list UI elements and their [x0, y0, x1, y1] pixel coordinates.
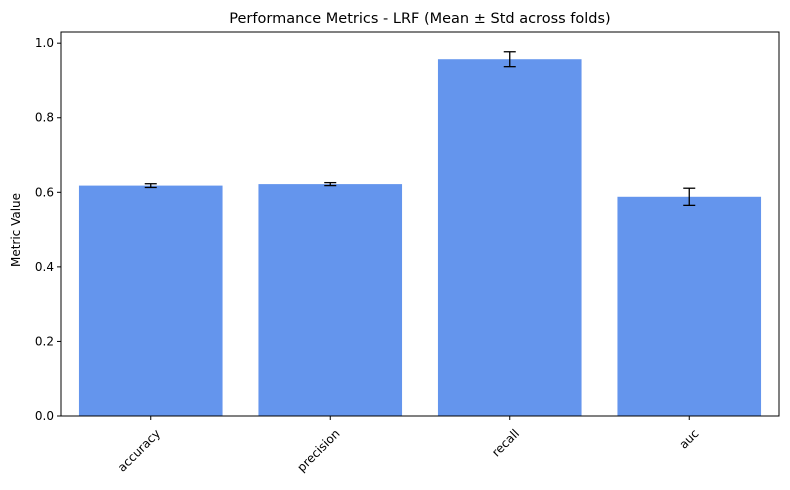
error-bars-group	[144, 51, 696, 207]
plot-frame	[60, 31, 780, 417]
error-bar-auc	[683, 187, 696, 207]
y-axis-ticks: 0.0 0.2 0.4 0.6 0.8 1.0	[35, 36, 61, 423]
y-tick-label: 0.0	[35, 409, 54, 423]
bar-accuracy	[78, 185, 223, 416]
bar-precision	[258, 184, 403, 416]
chart-title: Performance Metrics - LRF (Mean ± Std ac…	[229, 11, 610, 27]
bar-recall	[437, 59, 582, 416]
bar-auc	[617, 196, 762, 416]
y-tick-label: 0.8	[35, 111, 54, 125]
error-bar-recall	[503, 51, 516, 68]
y-tick-label: 0.2	[35, 334, 54, 348]
x-tick-label-recall: recall	[489, 426, 522, 459]
x-tick-label-accuracy: accuracy	[115, 426, 163, 474]
x-tick-label-auc: auc	[676, 426, 701, 451]
y-tick-label: 0.6	[35, 185, 54, 199]
error-bar-accuracy	[144, 183, 157, 189]
x-tick-label-precision: precision	[294, 426, 342, 474]
y-tick-label: 1.0	[35, 36, 54, 50]
bars-group	[78, 59, 762, 416]
y-tick-label: 0.4	[35, 260, 54, 274]
x-axis-ticks: accuracy precision recall auc	[115, 416, 702, 475]
y-axis-label: Metric Value	[9, 193, 23, 267]
error-bar-precision	[324, 181, 337, 187]
